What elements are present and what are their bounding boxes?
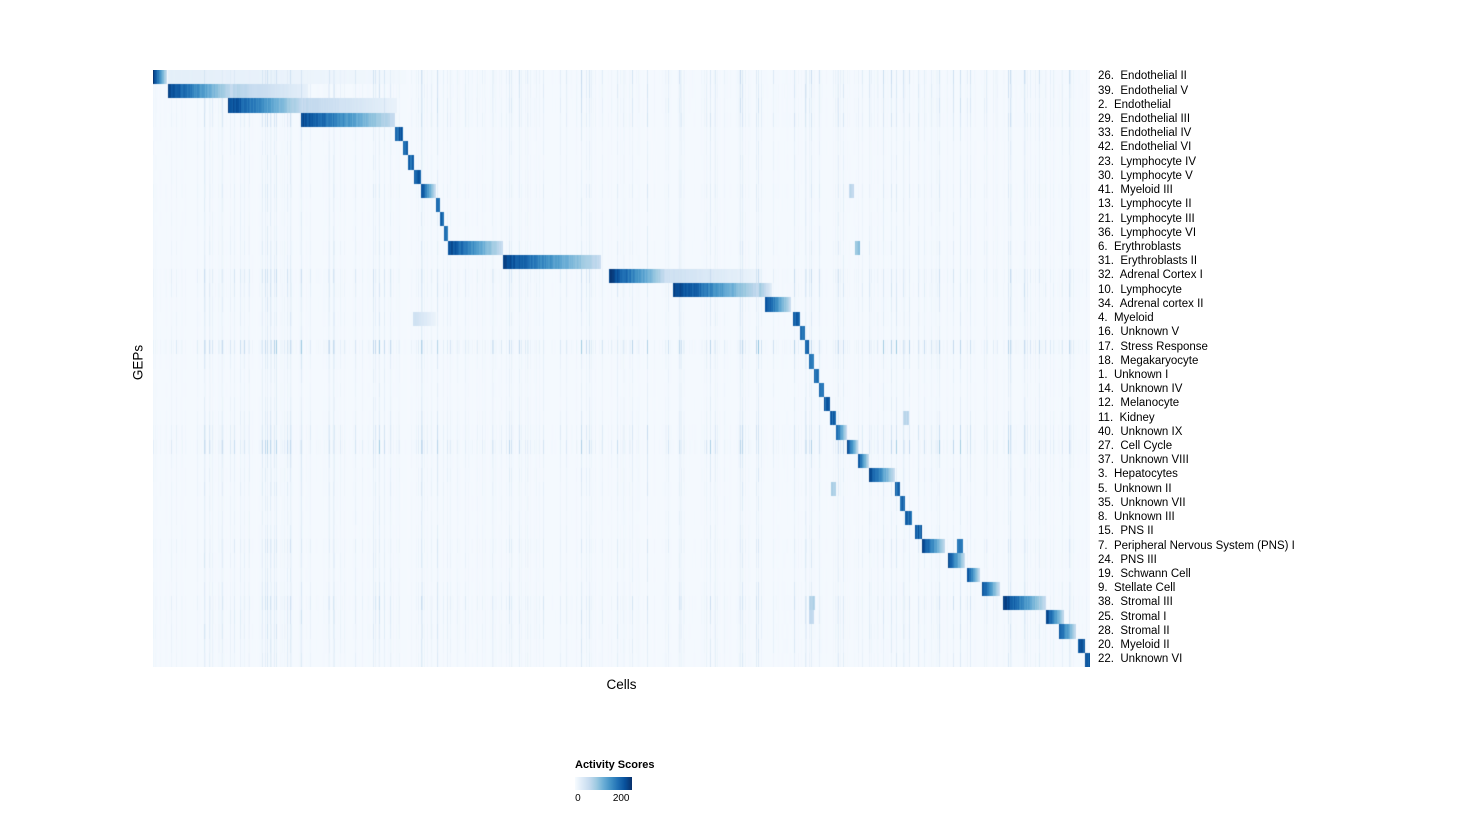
gep-row-label: 17. Stress Response <box>1098 340 1208 353</box>
gep-row-label: 19. Schwann Cell <box>1098 568 1191 581</box>
gep-row-label: 42. Endothelial VI <box>1098 141 1192 154</box>
gep-row-label: 4. Myeloid <box>1098 312 1154 325</box>
gep-row-label: 37. Unknown VIII <box>1098 454 1189 467</box>
gep-row-label: 31. Erythroblasts II <box>1098 255 1198 268</box>
gep-row-label: 27. Cell Cycle <box>1098 440 1173 453</box>
gep-row-label: 34. Adrenal cortex II <box>1098 297 1204 310</box>
gep-row-label: 30. Lymphocyte V <box>1098 169 1193 182</box>
legend-title: Activity Scores <box>575 759 655 771</box>
gep-row-label: 38. Stromal III <box>1098 596 1173 609</box>
gep-row-label: 32. Adrenal Cortex I <box>1098 269 1203 282</box>
y-axis-label: GEPs <box>130 344 146 381</box>
gep-row-label: 36. Lymphocyte VI <box>1098 226 1197 239</box>
gep-row-label: 11. Kidney <box>1098 411 1155 424</box>
gep-row-label: 14. Unknown IV <box>1098 383 1183 396</box>
gep-row-label: 15. PNS II <box>1098 525 1154 538</box>
gep-row-label: 28. Stromal II <box>1098 624 1170 637</box>
colorbar-legend: Activity Scores 0 200 <box>575 759 654 807</box>
gep-row-label: 29. Endothelial III <box>1098 113 1191 126</box>
gep-row-label: 18. Megakaryocyte <box>1098 354 1199 367</box>
gep-row-label: 35. Unknown VII <box>1098 496 1186 509</box>
gep-row-label: 41. Myeloid III <box>1098 184 1173 197</box>
gep-row-label: 2. Endothelial <box>1098 98 1171 111</box>
gep-row-label: 6. Erythroblasts <box>1098 240 1182 253</box>
gep-row-label: 33. Endothelial IV <box>1098 127 1192 140</box>
heatmap-canvas <box>153 70 1090 667</box>
gep-row-labels: 26. Endothelial II 39. Endothelial V 2. En… <box>1098 70 1448 667</box>
gep-row-label: 8. Unknown III <box>1098 511 1175 524</box>
gep-row-label: 40. Unknown IX <box>1098 425 1183 438</box>
gep-row-label: 3. Hepatocytes <box>1098 468 1178 481</box>
gep-row-label: 23. Lymphocyte IV <box>1098 155 1197 168</box>
gep-row-label: 25. Stromal I <box>1098 610 1167 623</box>
colorbar-tick-label: 0 <box>575 793 581 804</box>
gep-row-label: 16. Unknown V <box>1098 326 1180 339</box>
gep-row-label: 22. Unknown VI <box>1098 653 1183 666</box>
colorbar-tick-label: 200 <box>612 793 630 804</box>
gep-row-label: 7. Peripheral Nervous System (PNS) I <box>1098 539 1295 552</box>
colorbar-ticks: 0 200 <box>575 793 632 807</box>
gep-row-label: 9. Stellate Cell <box>1098 582 1176 595</box>
gep-row-label: 10. Lymphocyte <box>1098 283 1182 296</box>
gep-row-label: 26. Endothelial II <box>1098 70 1187 83</box>
gep-row-label: 13. Lymphocyte II <box>1098 198 1192 211</box>
gep-row-label: 39. Endothelial V <box>1098 84 1189 97</box>
gep-row-label: 5. Unknown II <box>1098 482 1172 495</box>
gep-row-label: 24. PNS III <box>1098 553 1157 566</box>
gep-row-label: 21. Lymphocyte III <box>1098 212 1195 225</box>
x-axis-label: Cells <box>606 677 637 692</box>
gep-row-label: 1. Unknown I <box>1098 368 1169 381</box>
gep-row-label: 20. Myeloid II <box>1098 639 1170 652</box>
gep-row-label: 12. Melanocyte <box>1098 397 1180 410</box>
colorbar-gradient <box>575 777 632 790</box>
